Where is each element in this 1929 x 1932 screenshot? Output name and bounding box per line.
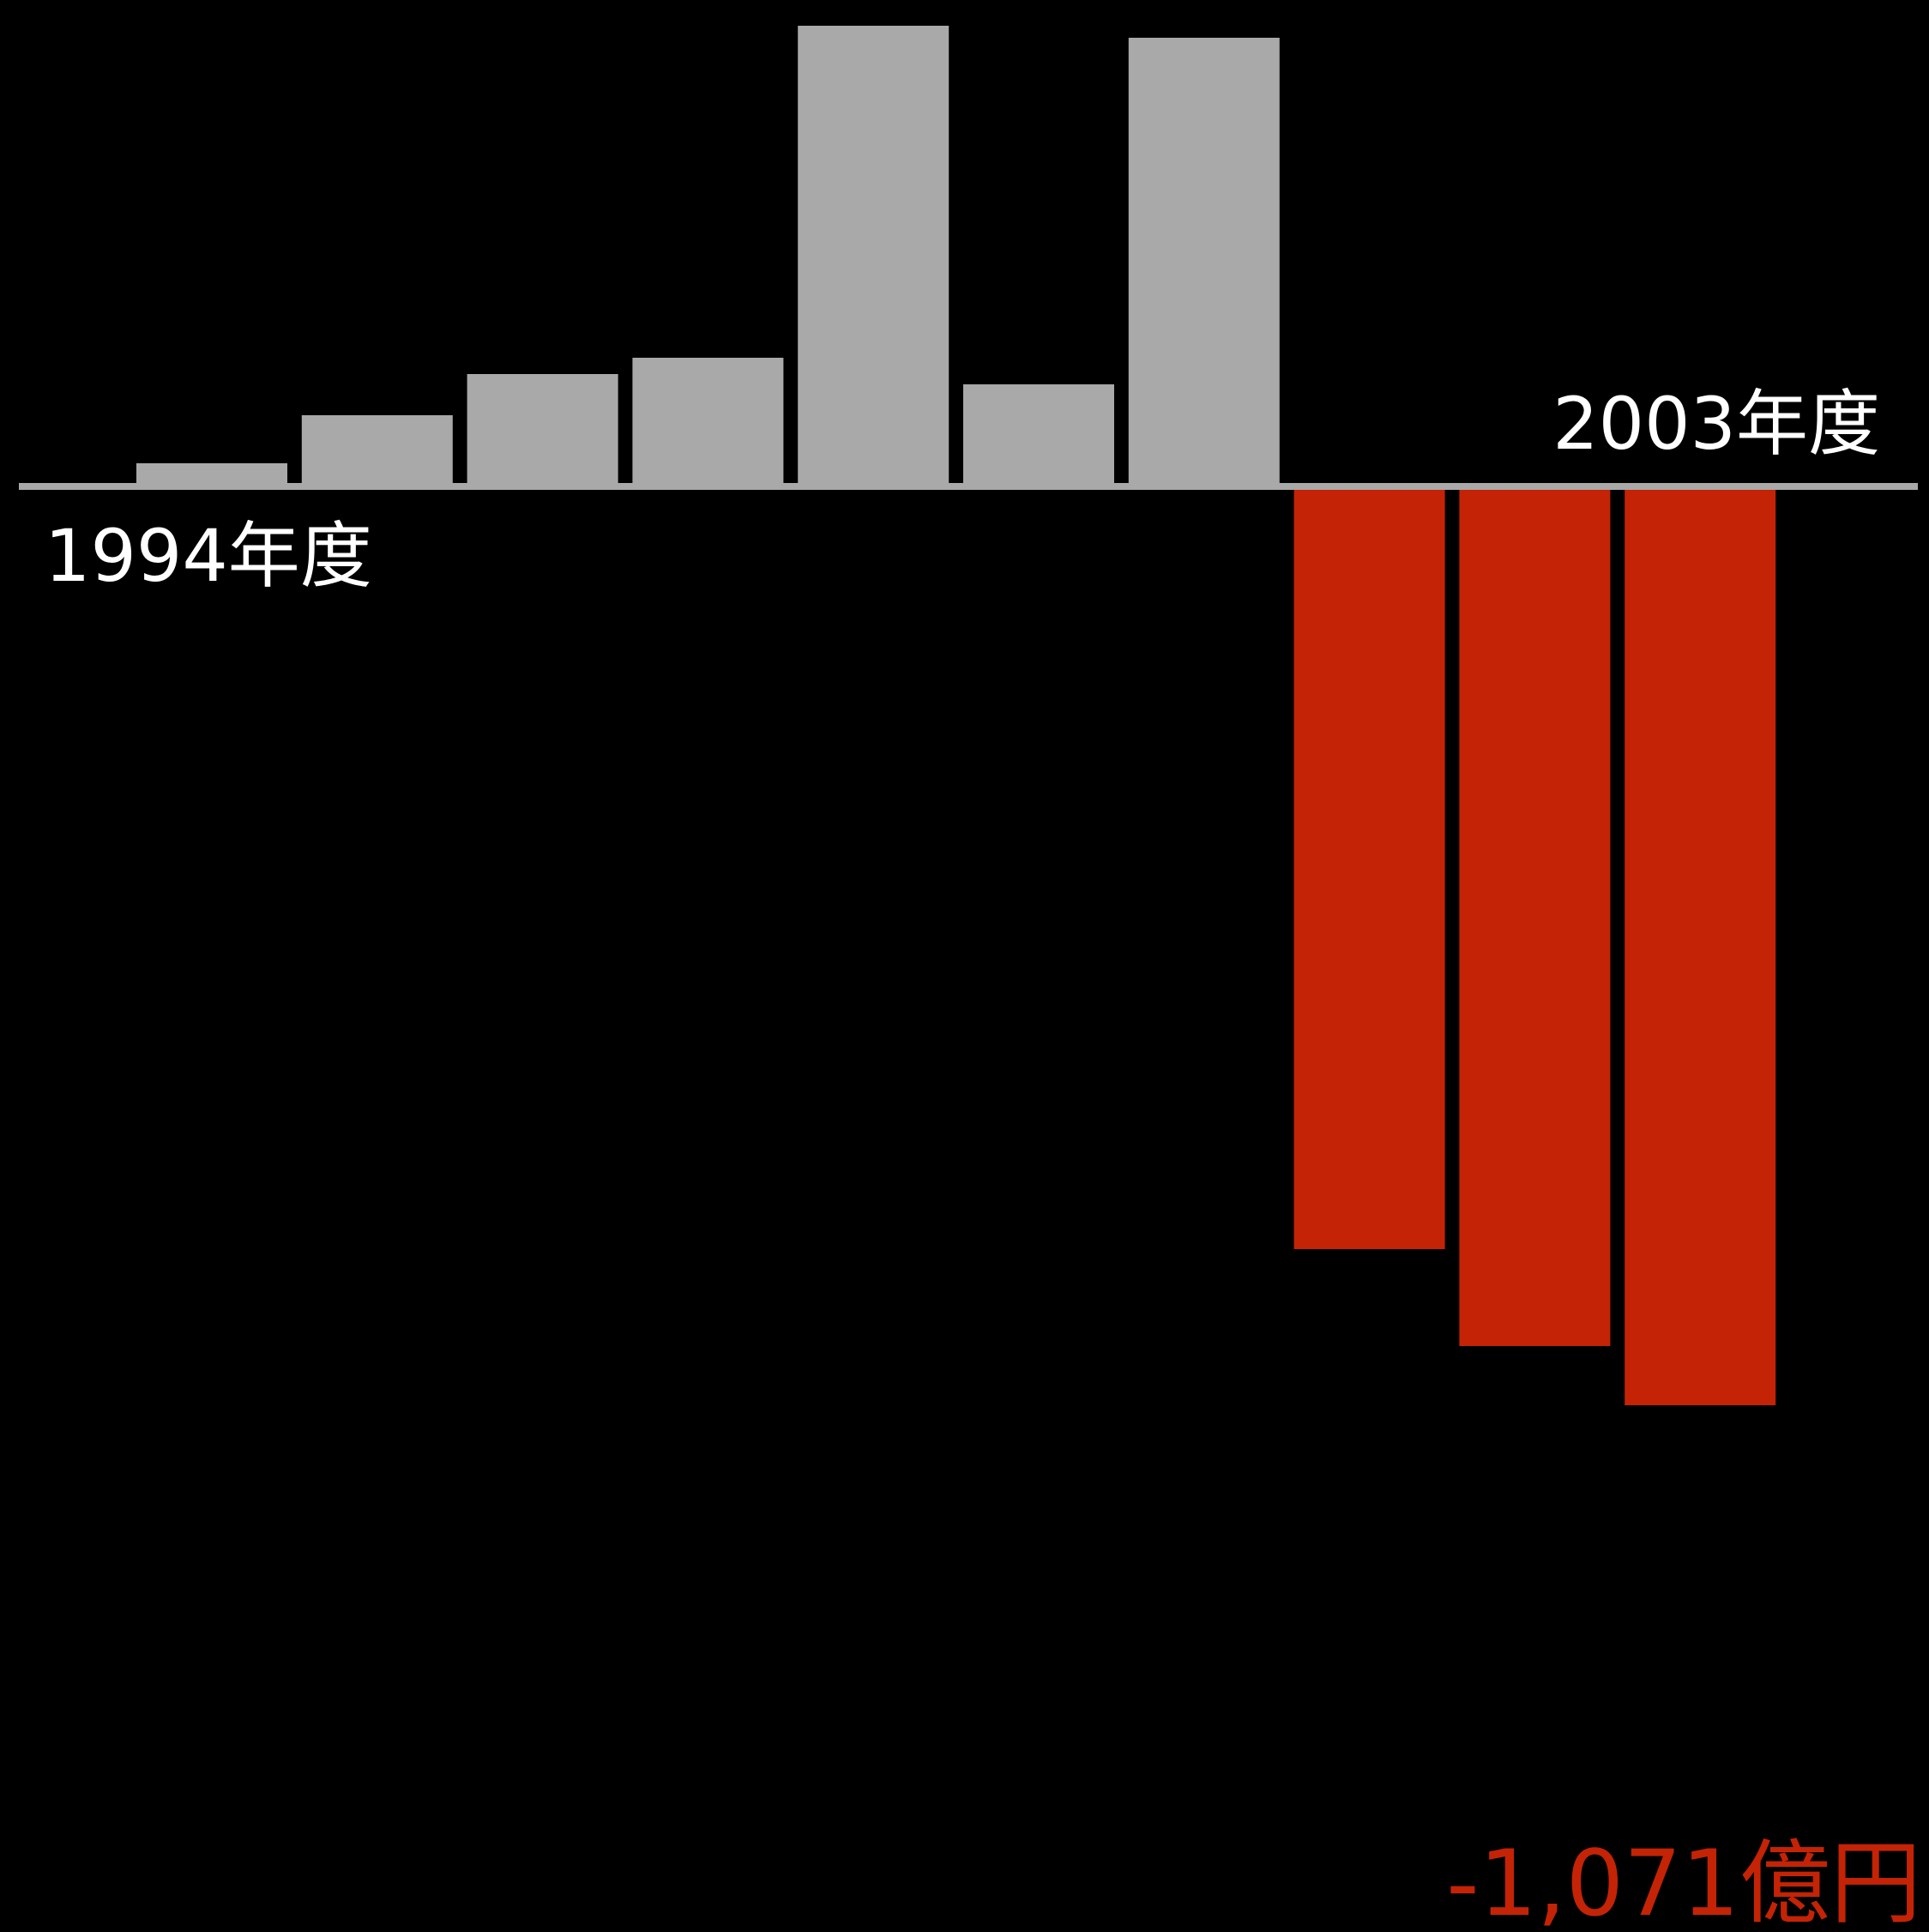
bar-2001年度 bbox=[1293, 486, 1445, 1249]
bar-1998年度 bbox=[798, 26, 949, 486]
bar-2002年度 bbox=[1459, 486, 1611, 1346]
bar-2003年度 bbox=[1625, 486, 1776, 1405]
start-year-label: 1994年度 bbox=[45, 514, 372, 598]
bar-1995年度 bbox=[301, 415, 453, 486]
bars-group bbox=[136, 26, 1776, 1405]
last-value-label: -1,071億円 bbox=[1446, 1831, 1921, 1928]
bar-1994年度 bbox=[136, 463, 287, 486]
bar-1997年度 bbox=[632, 358, 784, 486]
bar-1999年度 bbox=[963, 384, 1114, 486]
end-year-label: 2003年度 bbox=[1552, 382, 1880, 466]
bar-2000年度 bbox=[1128, 38, 1280, 486]
bar-1996年度 bbox=[467, 374, 618, 486]
